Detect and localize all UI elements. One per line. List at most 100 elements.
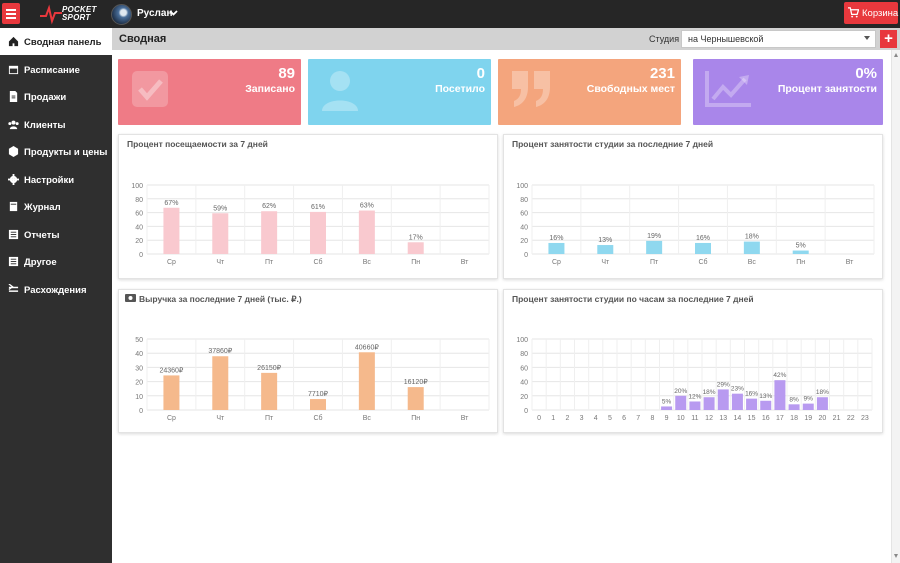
bar bbox=[163, 207, 180, 254]
data-label: 62% bbox=[262, 203, 276, 210]
data-label: 16% bbox=[696, 235, 710, 242]
data-label: 13% bbox=[759, 393, 772, 400]
x-tick-label: 8 bbox=[650, 415, 654, 422]
x-tick-label: 17 bbox=[776, 415, 784, 422]
y-tick-label: 40 bbox=[135, 224, 143, 231]
x-tick-label: 15 bbox=[748, 415, 756, 422]
y-tick-label: 0 bbox=[139, 252, 143, 259]
stat-label: Записано bbox=[245, 83, 295, 95]
x-tick-label: 7 bbox=[636, 415, 640, 422]
quote-icon bbox=[512, 71, 550, 107]
cart-icon bbox=[848, 7, 859, 18]
x-tick-label: 2 bbox=[565, 415, 569, 422]
x-tick-label: 0 bbox=[537, 415, 541, 422]
sidebar-item-label: Продажи bbox=[24, 92, 67, 103]
logo-line2: SPORT bbox=[62, 13, 91, 22]
bar bbox=[661, 406, 673, 410]
sidebar-item-label: Настройки bbox=[24, 174, 75, 186]
page-header: Сводная Студия на Чернышевской + bbox=[112, 28, 900, 50]
check-icon bbox=[132, 71, 168, 107]
data-label: 7710₽ bbox=[308, 390, 329, 398]
scroll-up-icon[interactable] bbox=[894, 53, 898, 57]
y-tick-label: 60 bbox=[520, 365, 528, 372]
bar bbox=[358, 352, 375, 410]
sidebar-item-7[interactable]: Отчеты bbox=[0, 221, 112, 248]
y-tick-label: 80 bbox=[520, 197, 528, 204]
x-tick-label: Чт bbox=[601, 259, 610, 266]
bar bbox=[695, 242, 711, 254]
data-label: 37860₽ bbox=[208, 347, 232, 355]
y-tick-label: 20 bbox=[135, 238, 143, 245]
x-tick-label: 4 bbox=[594, 415, 598, 422]
add-button[interactable]: + bbox=[880, 30, 897, 48]
bar bbox=[743, 241, 760, 254]
attendance-bar-chart: 0 20 40 60 80 100 67% Ср 59% Чт 62% Пт 61% Сб 63% Вс 17%… bbox=[131, 183, 490, 266]
y-tick-label: 100 bbox=[516, 337, 528, 344]
stat-value: 231 bbox=[649, 65, 675, 82]
scroll-down-icon[interactable] bbox=[894, 554, 898, 558]
x-tick-label: Вт bbox=[461, 259, 469, 266]
x-tick-label: Вс bbox=[748, 259, 757, 266]
bar bbox=[310, 211, 326, 254]
panel-title: Процент посещаемости за 7 дней bbox=[127, 139, 268, 149]
data-label: 5% bbox=[796, 243, 806, 250]
x-tick-label: Ср bbox=[167, 259, 176, 266]
studio-label: Студия bbox=[649, 34, 680, 44]
x-tick-label: Сб bbox=[313, 258, 322, 266]
sidebar-item-9[interactable]: Расхождения bbox=[0, 276, 112, 303]
sidebar-item-3[interactable]: Клиенты bbox=[0, 111, 112, 138]
sidebar-item-4[interactable]: Продукты и цены bbox=[0, 138, 112, 165]
chevron-down-icon[interactable] bbox=[169, 8, 178, 19]
book-icon bbox=[8, 201, 18, 212]
sidebar-item-label: Расхождения bbox=[24, 284, 87, 296]
bar bbox=[746, 398, 758, 410]
sidebar-item-8[interactable]: Другое bbox=[0, 248, 112, 275]
sidebar-item-5[interactable]: Настройки bbox=[0, 166, 112, 193]
stat-label: Посетило bbox=[435, 83, 485, 95]
sidebar-item-label: Клиенты bbox=[24, 119, 66, 131]
x-tick-label: Вт bbox=[461, 415, 469, 422]
data-label: 42% bbox=[773, 372, 786, 379]
studio-select[interactable]: на Чернышевской bbox=[681, 30, 876, 48]
bar bbox=[212, 356, 229, 410]
y-tick-label: 0 bbox=[139, 408, 143, 415]
bar bbox=[788, 404, 800, 410]
bar bbox=[717, 389, 729, 410]
sidebar-item-6[interactable]: Журнал bbox=[0, 193, 112, 220]
x-tick-label: 9 bbox=[665, 415, 669, 422]
data-label: 67% bbox=[164, 200, 178, 207]
bar bbox=[774, 380, 786, 410]
stat-card-free-slots: 231 Свободных мест bbox=[498, 59, 681, 125]
y-tick-label: 40 bbox=[135, 351, 143, 358]
x-tick-label: Сб bbox=[698, 258, 707, 266]
y-tick-label: 60 bbox=[520, 211, 528, 218]
menu-toggle-button[interactable] bbox=[2, 3, 20, 24]
chevron-down-icon bbox=[864, 36, 870, 40]
data-label: 23% bbox=[731, 386, 744, 393]
stat-label: Свободных мест bbox=[586, 83, 675, 95]
user-name[interactable]: Руслан bbox=[137, 8, 173, 19]
sidebar-item-0[interactable]: Сводная панель bbox=[0, 28, 112, 55]
x-tick-label: 20 bbox=[819, 415, 827, 422]
page-title: Сводная bbox=[119, 33, 167, 45]
home-icon bbox=[8, 36, 19, 47]
x-tick-label: Пн bbox=[411, 259, 420, 266]
x-tick-label: 18 bbox=[790, 415, 798, 422]
studio-select-value: на Чернышевской bbox=[688, 34, 764, 44]
x-tick-label: Пт bbox=[265, 259, 274, 266]
vertical-scrollbar[interactable] bbox=[891, 50, 900, 563]
bar bbox=[675, 395, 687, 410]
data-label: 18% bbox=[816, 389, 829, 396]
data-label: 20% bbox=[674, 388, 687, 395]
sidebar-item-2[interactable]: Продажи bbox=[0, 83, 112, 110]
sidebar-item-1[interactable]: Расписание bbox=[0, 56, 112, 83]
data-label: 24360₽ bbox=[159, 366, 183, 374]
x-tick-label: 14 bbox=[734, 415, 742, 422]
pocket-sport-logo[interactable]: POCKET SPORT bbox=[40, 3, 100, 25]
cart-button[interactable]: Корзина bbox=[844, 2, 898, 24]
data-label: 16% bbox=[745, 391, 758, 398]
x-tick-label: Ср bbox=[167, 415, 176, 422]
cube-icon bbox=[8, 146, 19, 157]
avatar[interactable] bbox=[111, 4, 132, 25]
bar bbox=[816, 397, 828, 410]
